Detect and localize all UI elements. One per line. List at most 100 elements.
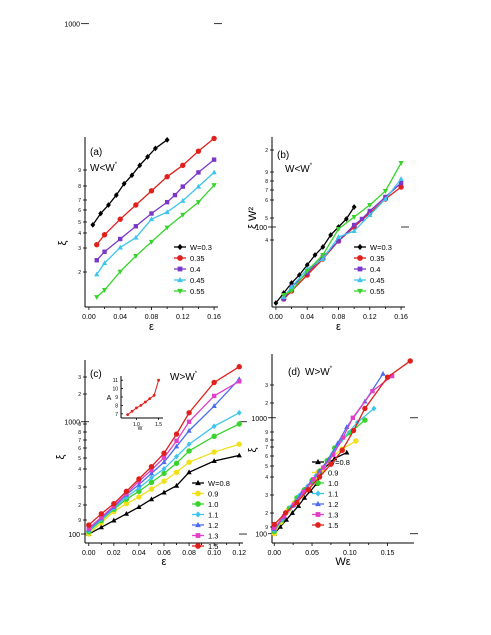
data-point [174, 453, 179, 460]
legend-label: 1.2 [208, 521, 218, 530]
y-axis-title: ξ [57, 240, 69, 245]
data-point [283, 516, 289, 522]
data-point [301, 489, 306, 495]
data-point [211, 458, 217, 464]
legend-label: 0.35 [370, 254, 385, 263]
inset-point [130, 409, 134, 413]
legend-marker [177, 266, 183, 272]
legend-marker [357, 288, 363, 295]
inset-chart: 7 8 9 10 11 1.0 1.5 W A [107, 376, 163, 432]
data-point [398, 176, 404, 181]
legend-label: 1.5 [328, 521, 338, 530]
legend-label: W=0.8 [328, 458, 350, 467]
legend-marker [357, 276, 363, 283]
data-point [148, 470, 155, 476]
data-point [353, 438, 359, 444]
data-point [186, 448, 192, 454]
data-point [94, 295, 100, 300]
y-tick-label: 1000 [251, 416, 267, 423]
legend-label: 0.55 [370, 287, 385, 296]
data-point [367, 203, 373, 208]
x-tick-label: 0.16 [394, 314, 408, 321]
y-minor-label: 5 [265, 216, 268, 222]
data-point [145, 153, 151, 160]
data-point [320, 244, 326, 250]
data-point [161, 470, 167, 477]
data-point [136, 476, 142, 482]
legend-marker [195, 533, 201, 538]
y-minor-label: 2 [265, 148, 268, 154]
data-point [136, 494, 142, 500]
data-point [195, 200, 202, 206]
x-tick-label: 0.08 [182, 550, 196, 557]
x-tick-label: 0.00 [269, 314, 283, 321]
legend-marker [357, 255, 363, 261]
inset-point [135, 406, 138, 410]
y-minor-label: 6 [78, 446, 81, 452]
data-point [289, 280, 294, 286]
data-point [281, 293, 287, 298]
data-point [172, 192, 178, 198]
inset-y-tick-label: 11 [113, 378, 118, 384]
x-tick-label: 0.08 [332, 314, 346, 321]
inset-y-tick-label: 9 [115, 395, 118, 401]
data-point [133, 234, 139, 240]
chart-panel-b: 0.00 0.04 0.08 0.12 0.16 100 2 9 8 7 6 5 4 ε ξ W² (b) W<… [247, 137, 409, 333]
legend-label: 0.45 [190, 276, 205, 285]
data-point [282, 510, 289, 516]
legend-label: 1.3 [328, 511, 338, 520]
y-minor-label: 2 [78, 270, 81, 276]
y-minor-label: 6 [265, 454, 268, 460]
data-point [133, 224, 139, 229]
x-tick-label: 0.04 [300, 314, 314, 321]
condition-superscript: * [115, 162, 118, 168]
y-minor-label: 4 [78, 467, 81, 473]
data-point [351, 215, 357, 220]
data-point [316, 468, 323, 474]
data-point [173, 460, 180, 466]
data-point [335, 227, 342, 232]
legend-label: 0.9 [328, 469, 338, 478]
data-point [340, 435, 346, 440]
inset-y-title: A [107, 395, 112, 402]
data-point [173, 431, 180, 437]
data-point [237, 379, 242, 384]
data-point [174, 438, 179, 444]
data-point [328, 232, 334, 238]
data-point [351, 222, 357, 228]
data-point [272, 525, 277, 531]
data-point [180, 212, 186, 218]
data-point [111, 517, 117, 523]
legend-marker [315, 500, 321, 507]
legend-marker [177, 255, 183, 261]
y-minor-label: 3 [78, 246, 81, 252]
data-point [164, 225, 170, 231]
series-1.0 [86, 421, 242, 535]
condition-label: W<W* [90, 162, 118, 174]
y-axis-title: ξ [247, 447, 259, 452]
y-minor-label: 7 [265, 445, 268, 451]
panel-label: (c) [90, 369, 102, 380]
data-point [186, 427, 192, 433]
data-point [148, 479, 155, 486]
data-point [211, 379, 217, 386]
y-tick-label: 1000 [64, 420, 80, 427]
x-tick-label: 0.16 [207, 314, 221, 321]
data-point [211, 183, 217, 189]
series-0.55 [281, 161, 404, 298]
data-point [117, 216, 123, 222]
legend-label: 1.5 [208, 542, 218, 551]
inset-x-tick-label: 1.5 [155, 422, 162, 428]
y-minor-label: 9 [78, 518, 81, 524]
y-tick-label: 100 [255, 532, 267, 539]
data-point [371, 405, 377, 412]
x-tick-label: 0.12 [176, 314, 190, 321]
data-point [236, 421, 242, 427]
data-point [211, 393, 217, 399]
legend-marker [177, 243, 183, 251]
x-tick-label: 0.05 [305, 550, 319, 557]
data-point [98, 524, 104, 530]
y-minor-label: 8 [78, 430, 81, 436]
y-minor-label: 9 [78, 422, 81, 428]
